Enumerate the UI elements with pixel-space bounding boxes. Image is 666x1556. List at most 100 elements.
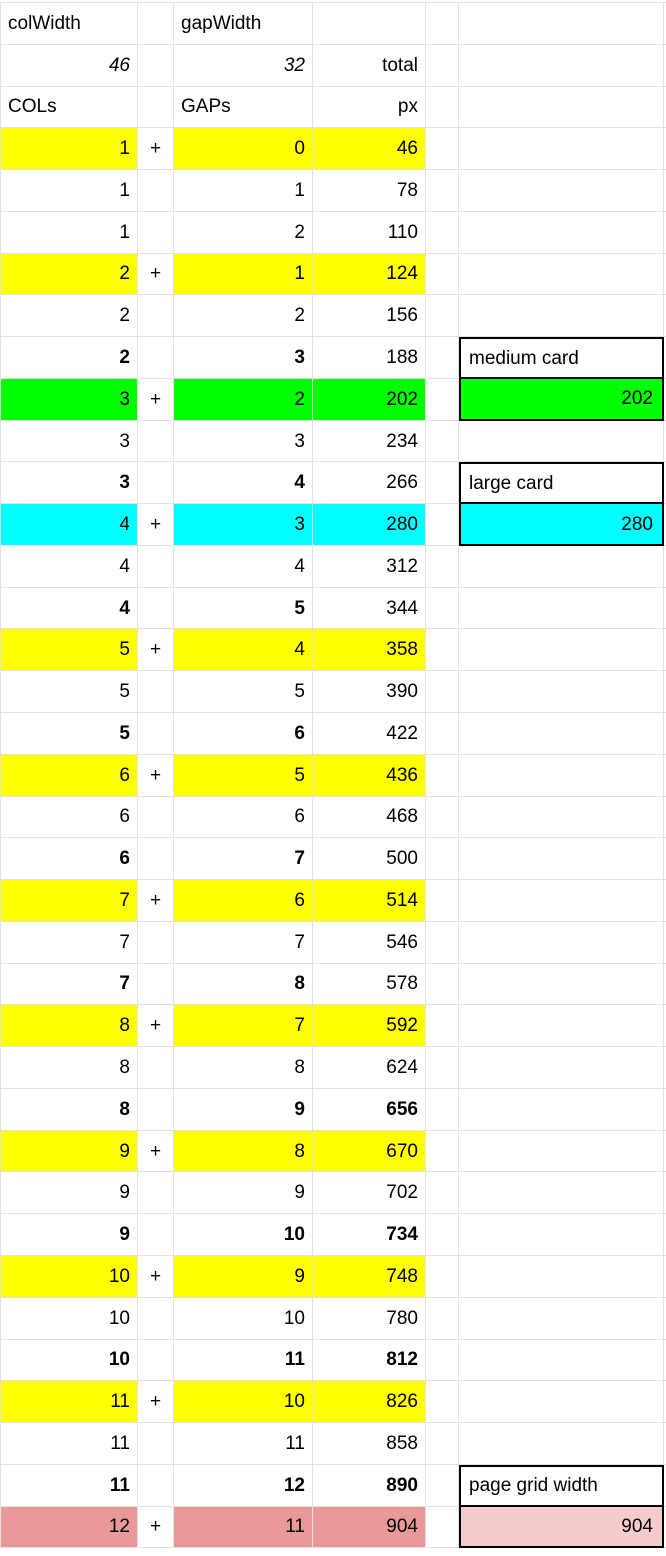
card-value[interactable]: 202: [459, 378, 664, 421]
cell-cols[interactable]: 6: [1, 754, 138, 797]
cell-blank[interactable]: [426, 420, 459, 463]
cell-card-area[interactable]: [459, 420, 664, 463]
cell-blank[interactable]: [426, 921, 459, 964]
cell-blank[interactable]: [313, 3, 426, 45]
cell-px[interactable]: 500: [313, 838, 426, 881]
cell-px[interactable]: 578: [313, 963, 426, 1006]
cell-px[interactable]: 748: [313, 1255, 426, 1298]
cell-card-area[interactable]: [459, 1423, 664, 1465]
cell-plus[interactable]: [138, 211, 174, 254]
cell-blank[interactable]: [426, 1172, 459, 1215]
cell-blank[interactable]: [426, 1214, 459, 1256]
cell-px[interactable]: 124: [313, 253, 426, 296]
cell-blank[interactable]: [138, 44, 174, 87]
cell-cols[interactable]: 12: [1, 1506, 138, 1549]
cell-blank[interactable]: [426, 1506, 459, 1549]
cell-plus[interactable]: +: [138, 378, 174, 421]
cell-blank[interactable]: [426, 1297, 459, 1340]
cell-blank[interactable]: [426, 337, 459, 379]
cell-cols[interactable]: 3: [1, 462, 138, 505]
cell-blank[interactable]: [426, 128, 459, 171]
cell-card-area[interactable]: [459, 1214, 664, 1256]
cell-blank[interactable]: [138, 86, 174, 129]
cell-gaps-header[interactable]: GAPs: [174, 86, 313, 129]
cell-cols[interactable]: 11: [1, 1464, 138, 1507]
cell-px-header[interactable]: px: [313, 86, 426, 129]
cell-blank[interactable]: [459, 44, 664, 87]
cell-gaps[interactable]: 10: [174, 1381, 313, 1424]
cell-blank[interactable]: [426, 1130, 459, 1173]
cell-plus[interactable]: +: [138, 880, 174, 922]
cell-plus[interactable]: +: [138, 253, 174, 296]
cell-px[interactable]: 358: [313, 629, 426, 672]
cell-plus[interactable]: +: [138, 1005, 174, 1048]
cell-card-area[interactable]: [459, 1255, 664, 1298]
cell-cols[interactable]: 6: [1, 796, 138, 839]
cell-card-area[interactable]: [459, 545, 664, 588]
cell-gaps[interactable]: 0: [174, 128, 313, 171]
cell-gaps[interactable]: 7: [174, 838, 313, 881]
card-value[interactable]: 280: [459, 504, 664, 546]
cell-gaps[interactable]: 2: [174, 211, 313, 254]
cell-gaps[interactable]: 11: [174, 1506, 313, 1549]
cell-blank[interactable]: [426, 1047, 459, 1089]
cell-px[interactable]: 46: [313, 128, 426, 171]
cell-px[interactable]: 436: [313, 754, 426, 797]
cell-px[interactable]: 390: [313, 671, 426, 714]
cell-cols[interactable]: 4: [1, 504, 138, 546]
cell-px[interactable]: 234: [313, 420, 426, 463]
cell-cols[interactable]: 6: [1, 838, 138, 881]
cell-card-area[interactable]: [459, 1130, 664, 1173]
cell-cols[interactable]: 1: [1, 211, 138, 254]
cell-blank[interactable]: [426, 1255, 459, 1298]
cell-blank[interactable]: [426, 211, 459, 254]
cell-blank[interactable]: [426, 295, 459, 338]
cell-cols-header[interactable]: COLs: [1, 86, 138, 129]
cell-px[interactable]: 592: [313, 1005, 426, 1048]
cell-gaps[interactable]: 3: [174, 337, 313, 379]
cell-gaps[interactable]: 6: [174, 713, 313, 755]
cell-cols[interactable]: 2: [1, 295, 138, 338]
cell-blank[interactable]: [426, 754, 459, 797]
cell-blank[interactable]: [426, 462, 459, 505]
cell-cols[interactable]: 11: [1, 1381, 138, 1424]
cell-gaps[interactable]: 1: [174, 170, 313, 212]
cell-card-area[interactable]: [459, 1381, 664, 1424]
cell-blank[interactable]: [426, 1005, 459, 1048]
cell-cols[interactable]: 2: [1, 253, 138, 296]
cell-px[interactable]: 202: [313, 378, 426, 421]
cell-blank[interactable]: [426, 838, 459, 881]
cell-cols[interactable]: 9: [1, 1214, 138, 1256]
cell-plus[interactable]: [138, 462, 174, 505]
cell-plus[interactable]: +: [138, 1381, 174, 1424]
cell-blank[interactable]: [426, 44, 459, 87]
cell-cols[interactable]: 4: [1, 545, 138, 588]
cell-blank[interactable]: [426, 1423, 459, 1465]
cell-blank[interactable]: [138, 3, 174, 45]
cell-gaps[interactable]: 4: [174, 462, 313, 505]
cell-plus[interactable]: [138, 1339, 174, 1382]
cell-gaps[interactable]: 1: [174, 253, 313, 296]
cell-cols[interactable]: 10: [1, 1297, 138, 1340]
cell-plus[interactable]: [138, 1088, 174, 1131]
cell-card-area[interactable]: [459, 880, 664, 922]
cell-blank[interactable]: [426, 545, 459, 588]
cell-card-area[interactable]: [459, 754, 664, 797]
cell-cols[interactable]: 3: [1, 420, 138, 463]
cell-plus[interactable]: +: [138, 1255, 174, 1298]
cell-px[interactable]: 780: [313, 1297, 426, 1340]
cell-card-area[interactable]: [459, 295, 664, 338]
cell-blank[interactable]: [459, 86, 664, 129]
cell-cols[interactable]: 9: [1, 1130, 138, 1173]
cell-gaps[interactable]: 6: [174, 796, 313, 839]
card-title[interactable]: page grid width: [459, 1464, 664, 1507]
cell-gaps[interactable]: 3: [174, 420, 313, 463]
cell-cols[interactable]: 4: [1, 587, 138, 630]
cell-px[interactable]: 422: [313, 713, 426, 755]
cell-cols[interactable]: 5: [1, 671, 138, 714]
cell-blank[interactable]: [426, 1339, 459, 1382]
cell-blank[interactable]: [426, 1088, 459, 1131]
cell-cols[interactable]: 8: [1, 1005, 138, 1048]
cell-cols[interactable]: 1: [1, 128, 138, 171]
cell-px[interactable]: 734: [313, 1214, 426, 1256]
